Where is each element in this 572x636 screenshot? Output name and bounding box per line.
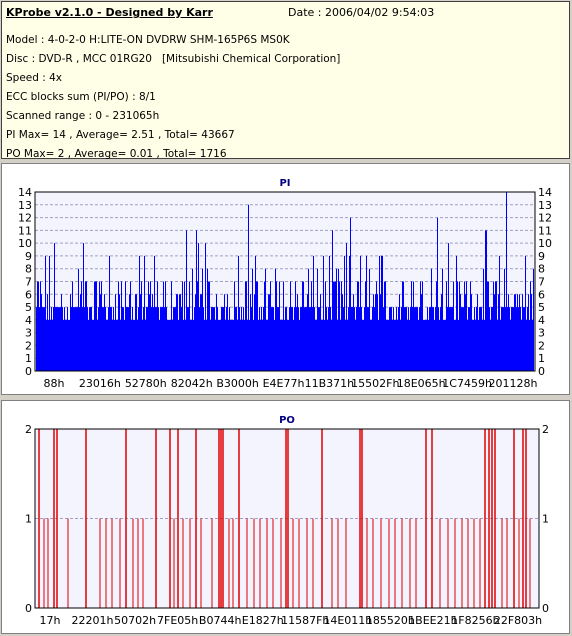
y-tick-label-right: 12 [538,212,552,225]
model-line: Model : 4-0-2-0 H:LITE-ON DVDRW SHM-165P… [6,34,290,46]
y-tick-label-right: 2 [542,423,549,436]
x-tick-label: E1827h [242,614,284,627]
scan-date: Date : 2006/04/02 9:54:03 [288,6,435,19]
y-tick-label-left: 13 [18,199,32,212]
y-tick-label-left: 9 [25,250,32,263]
x-tick-label: 1BEE21h [408,614,457,627]
x-tick-label: 201128h [489,377,538,390]
y-tick-label-left: 2 [25,423,32,436]
y-tick-label-right: 0 [542,602,549,615]
y-tick-label-right: 1 [542,513,549,526]
po-chart: PO 0 0 1 1 2 2 17h 22201h 50702h 7FE05h B0744h E1827… [25,415,549,627]
y-tick-label-right: 0 [538,365,545,378]
x-tick-label: 15502Fh [351,377,399,390]
speed-line: Speed : 4x [6,72,63,84]
chart-title: PO [279,415,295,426]
x-tick-label: 52780h [125,377,167,390]
y-tick-label-left: 14 [18,186,32,199]
y-tick-label-right: 8 [538,263,545,276]
ecc-line: ECC blocks sum (PI/PO) : 8/1 [6,91,156,103]
x-tick-label: 18E065h [397,377,446,390]
pi-chart-panel: PI 0 0 1 1 2 2 3 3 4 4 5 5 6 6 7 7 8 8 9 9 10 10 11 11 12 12 13 13 14… [1,163,570,395]
po-chart-panel: PO 0 0 1 1 2 2 17h 22201h 50702h 7FE05h B0744h E1827… [1,400,570,634]
y-tick-label-left: 0 [25,365,32,378]
y-tick-label-left: 1 [25,513,32,526]
range-line: Scanned range : 0 - 231065h [6,110,160,122]
chart-title: PI [279,178,290,189]
x-tick-label: 50702h [114,614,156,627]
x-tick-label: 14E011h [323,614,372,627]
y-tick-label-left: 2 [25,339,32,352]
y-tick-label-left: 1 [25,352,32,365]
y-tick-label-right: 6 [538,288,545,301]
x-tick-label: 11587Fh [281,614,329,627]
y-tick-label-right: 5 [538,301,545,314]
x-tick-label: 82042h [171,377,213,390]
y-tick-label-right: 14 [538,186,552,199]
x-tick-label: 185520h [366,614,415,627]
y-tick-label-left: 12 [18,212,32,225]
y-tick-label-left: 7 [25,276,32,289]
y-tick-label-left: 5 [25,301,32,314]
y-tick-label-right: 10 [538,237,552,250]
y-tick-label-left: 6 [25,288,32,301]
x-tick-label: 17h [40,614,61,627]
y-tick-label-right: 4 [538,314,545,327]
x-tick-label: 23016h [79,377,121,390]
x-tick-label: E4E77h [263,377,305,390]
y-tick-label-right: 7 [538,276,545,289]
po-series [38,429,531,608]
app-title: KProbe v2.1.0 - Designed by Karr [6,6,213,19]
info-panel: KProbe v2.1.0 - Designed by Karr Date : … [1,1,570,160]
x-tick-label: 22201h [72,614,114,627]
y-tick-label-left: 11 [18,224,32,237]
y-tick-label-left: 8 [25,263,32,276]
y-tick-label-right: 13 [538,199,552,212]
x-tick-label: B0744h [199,614,242,627]
pi-base-fill [36,332,534,371]
x-tick-label: 22F803h [494,614,542,627]
y-tick-label-left: 3 [25,327,32,340]
x-tick-label: 7FE05h [157,614,198,627]
y-tick-label-right: 3 [538,327,545,340]
y-tick-label-right: 11 [538,224,552,237]
disc-line: Disc : DVD-R , MCC 01RG20 [Mitsubishi Ch… [6,53,341,65]
x-tick-label: 1F8256h [451,614,499,627]
x-tick-label: 88h [44,377,65,390]
x-tick-label: 11B371h [305,377,355,390]
y-tick-label-left: 10 [18,237,32,250]
x-tick-label: B3000h [216,377,259,390]
pi-summary-line: PI Max= 14 , Average= 2.51 , Total= 4366… [6,129,235,141]
po-summary-line: PO Max= 2 , Average= 0.01 , Total= 1716 [6,148,227,160]
y-tick-label-right: 1 [538,352,545,365]
x-tick-label: 1C7459h [442,377,492,390]
y-tick-label-left: 4 [25,314,32,327]
y-tick-label-left: 0 [25,602,32,615]
pi-series [36,192,534,371]
y-tick-label-right: 9 [538,250,545,263]
y-tick-label-right: 2 [538,339,545,352]
